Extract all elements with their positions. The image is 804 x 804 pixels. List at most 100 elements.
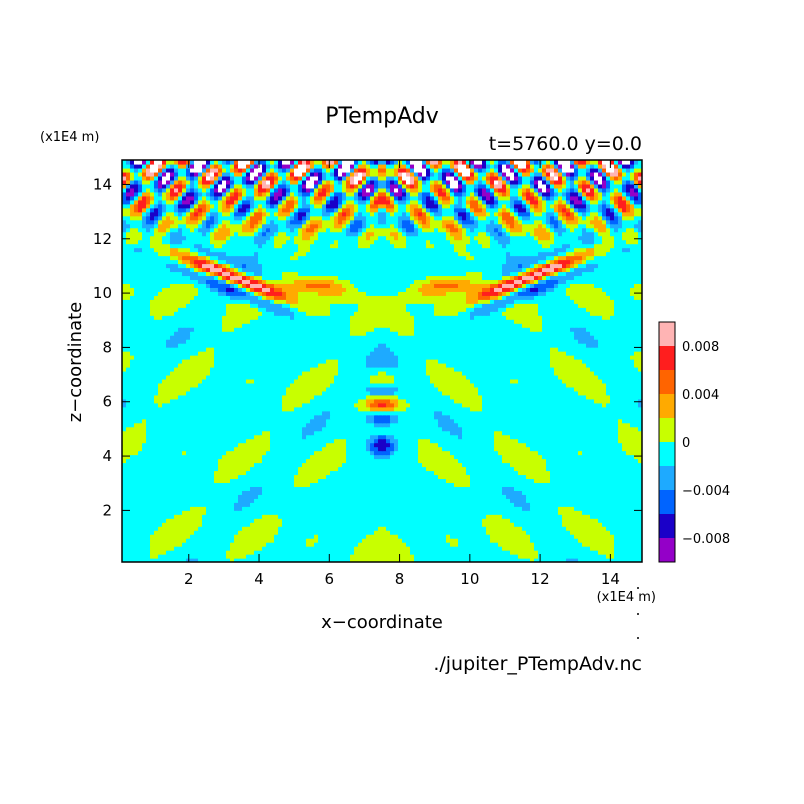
contour-cell — [438, 478, 443, 483]
contour-cell — [434, 522, 439, 527]
contour-cell — [586, 518, 591, 523]
contour-cell — [374, 446, 379, 452]
contour-cell — [374, 478, 379, 483]
contour-cell — [366, 478, 371, 483]
contour-cell — [326, 526, 331, 531]
contour-cell — [490, 426, 495, 432]
contour-cell — [226, 434, 231, 440]
contour-cell — [498, 530, 503, 535]
contour-cell — [406, 510, 411, 515]
contour-cell — [178, 510, 183, 515]
contour-cell — [354, 450, 359, 456]
contour-cell — [554, 474, 559, 480]
contour-cell — [574, 438, 579, 444]
contour-cell — [410, 546, 415, 551]
contour-cell — [294, 434, 299, 440]
contour-cell — [442, 474, 447, 480]
contour-cell — [566, 550, 571, 555]
contour-cell — [482, 414, 487, 420]
contour-cell — [290, 406, 295, 412]
contour-cell — [162, 486, 167, 491]
contour-cell — [154, 474, 159, 480]
contour-cell — [378, 442, 383, 448]
contour-cell — [122, 486, 127, 491]
contour-cell — [410, 522, 415, 527]
contour-cell — [426, 490, 431, 495]
contour-cell — [478, 410, 483, 416]
contour-cell — [290, 418, 295, 424]
contour-cell — [270, 434, 275, 440]
contour-cell — [618, 510, 623, 515]
contour-cell — [342, 526, 347, 531]
contour-cell — [162, 442, 167, 448]
contour-cell — [386, 526, 391, 531]
contour-cell — [558, 474, 563, 480]
contour-cell — [526, 482, 531, 487]
contour-cell — [490, 470, 495, 476]
contour-cell — [202, 506, 207, 511]
contour-cell — [122, 434, 127, 440]
contour-cell — [286, 498, 291, 503]
contour-cell — [334, 434, 339, 440]
contour-cell — [506, 414, 511, 420]
contour-cell — [222, 514, 227, 519]
contour-cell — [538, 462, 543, 468]
contour-cell — [198, 434, 203, 440]
contour-cell — [258, 410, 263, 416]
contour-cell — [138, 530, 143, 535]
contour-cell — [626, 434, 631, 440]
contour-cell — [598, 486, 603, 491]
contour-cell — [142, 538, 147, 543]
contour-cell — [142, 442, 147, 448]
contour-cell — [178, 534, 183, 539]
contour-cell — [566, 442, 571, 448]
contour-cell — [238, 526, 243, 531]
contour-cell — [542, 486, 547, 491]
contour-cell — [334, 486, 339, 491]
contour-cell — [246, 538, 251, 543]
contour-cell — [314, 474, 319, 480]
contour-cell — [406, 538, 411, 543]
contour-cell — [530, 410, 535, 416]
contour-cell — [610, 434, 615, 440]
contour-cell — [398, 550, 403, 555]
contour-cell — [590, 474, 595, 480]
contour-cell — [582, 530, 587, 535]
contour-cell — [394, 522, 399, 527]
contour-cell — [578, 514, 583, 519]
contour-cell — [390, 430, 395, 436]
contour-cell — [258, 494, 263, 499]
contour-cell — [626, 466, 631, 472]
contour-cell — [170, 542, 175, 547]
contour-cell — [474, 542, 479, 547]
contour-cell — [630, 490, 635, 495]
contour-cell — [506, 446, 511, 452]
contour-cell — [250, 498, 255, 503]
contour-cell — [214, 502, 219, 507]
contour-cell — [526, 550, 531, 555]
contour-cell — [162, 490, 167, 495]
contour-cell — [346, 414, 351, 420]
contour-cell — [450, 462, 455, 468]
contour-cell — [242, 434, 247, 440]
contour-cell — [598, 510, 603, 515]
contour-cell — [602, 502, 607, 507]
contour-cell — [194, 490, 199, 495]
contour-cell — [458, 514, 463, 519]
contour-cell — [362, 466, 367, 472]
contour-cell — [586, 438, 591, 444]
contour-cell — [366, 438, 371, 444]
contour-cell — [354, 494, 359, 499]
contour-cell — [390, 474, 395, 480]
contour-cell — [522, 494, 527, 499]
contour-cell — [170, 430, 175, 436]
contour-cell — [210, 458, 215, 464]
contour-cell — [398, 510, 403, 515]
contour-cell — [330, 458, 335, 464]
contour-cell — [142, 522, 147, 527]
contour-cell — [442, 550, 447, 555]
contour-cell — [226, 410, 231, 416]
contour-cell — [170, 474, 175, 480]
contour-cell — [130, 410, 135, 416]
contour-cell — [602, 438, 607, 444]
